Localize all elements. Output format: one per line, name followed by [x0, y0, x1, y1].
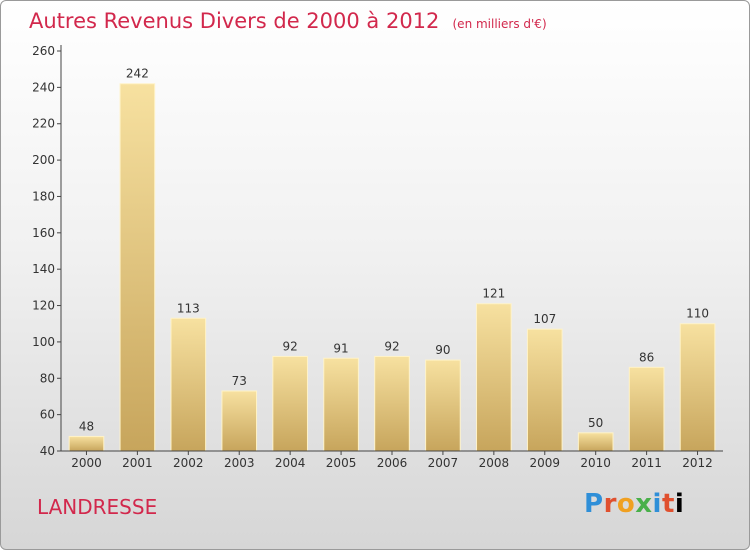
bar-2001: [119, 83, 156, 452]
y-tick-label-100: 100: [32, 335, 55, 349]
chart-title-unit: (en milliers d'€): [452, 17, 547, 31]
data-label-2007: 90: [435, 343, 450, 357]
x-tick-label-2003: 2003: [224, 456, 255, 470]
x-tick-label-2002: 2002: [173, 456, 204, 470]
data-label-2008: 121: [482, 287, 505, 301]
y-tick-label-60: 60: [40, 408, 55, 422]
data-label-2002: 113: [177, 301, 200, 315]
x-tick-label-2007: 2007: [428, 456, 459, 470]
bar-2006: [374, 355, 410, 452]
data-label-2003: 73: [232, 374, 247, 388]
x-tick-label-2011: 2011: [631, 456, 662, 470]
x-tick-label-2010: 2010: [580, 456, 611, 470]
bar-2011: [628, 366, 665, 452]
bar-2005: [323, 357, 359, 452]
x-tick-label-2008: 2008: [479, 456, 510, 470]
bar-2008: [476, 303, 512, 452]
bar-2002: [170, 317, 207, 452]
x-tick-label-2004: 2004: [275, 456, 306, 470]
data-label-2006: 92: [384, 339, 399, 353]
bar-2003: [221, 390, 258, 452]
bar-series: 48 242 113 73 92 91 92 90 121 107 50 86 110: [68, 67, 716, 452]
x-tick-label-2000: 2000: [71, 456, 102, 470]
data-label-2005: 91: [333, 341, 348, 355]
chart-axes: 2000 2001 2002 2003 2004 2005 2006 2007 2008 2009…: [32, 44, 723, 470]
chart-title-main: Autres Revenus Divers de 2000 à 2012: [29, 9, 440, 33]
data-label-2004: 92: [283, 339, 298, 353]
data-label-2010: 50: [588, 416, 603, 430]
data-label-2001: 242: [126, 67, 149, 81]
x-tick-label-2012: 2012: [682, 456, 713, 470]
y-tick-label-240: 240: [32, 80, 55, 94]
y-tick-label-160: 160: [32, 226, 55, 240]
data-label-2000: 48: [79, 419, 94, 433]
x-tick-label-2001: 2001: [122, 456, 153, 470]
bar-2004: [272, 355, 308, 452]
y-tick-label-180: 180: [32, 189, 55, 203]
y-tick-label-40: 40: [40, 444, 55, 458]
y-tick-label-260: 260: [32, 44, 55, 58]
y-tick-label-140: 140: [32, 262, 55, 276]
y-tick-label-80: 80: [40, 371, 55, 385]
bar-2007: [425, 359, 461, 452]
proxiti-logo: Proxiti: [584, 489, 685, 519]
bar-2000: [68, 435, 105, 452]
x-tick-label-2009: 2009: [529, 456, 560, 470]
commune-name: LANDRESSE: [37, 495, 158, 519]
data-label-2009: 107: [533, 312, 556, 326]
x-tick-label-2006: 2006: [377, 456, 408, 470]
chart-title: Autres Revenus Divers de 2000 à 2012 (en…: [29, 9, 547, 33]
y-tick-label-200: 200: [32, 153, 55, 167]
bar-2009: [526, 328, 563, 452]
bar-2010: [577, 432, 614, 452]
x-tick-label-2005: 2005: [326, 456, 357, 470]
data-label-2011: 86: [639, 350, 654, 364]
y-tick-label-120: 120: [32, 299, 55, 313]
y-tick-label-220: 220: [32, 117, 55, 131]
data-label-2012: 110: [686, 307, 709, 321]
bar-2012: [679, 323, 716, 452]
